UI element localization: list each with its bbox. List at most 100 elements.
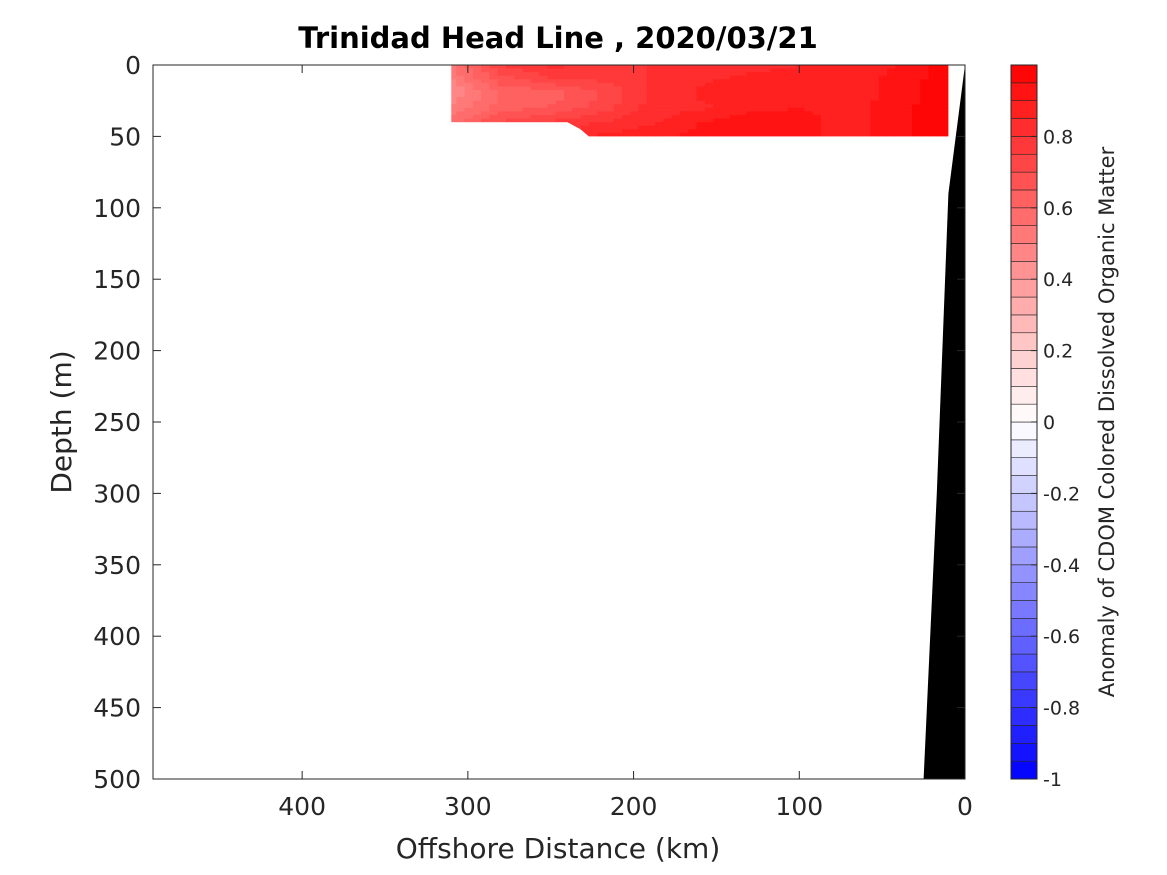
field-cell [911,129,921,134]
field-cell [497,118,507,123]
field-cell [762,82,772,88]
field-cell [539,65,548,70]
field-cell [878,129,888,134]
field-cell [829,82,838,88]
field-cell [597,97,606,102]
field-cell [688,97,698,102]
field-cell [489,100,499,105]
field-cell [911,100,921,105]
colorbar-swatch [1010,64,1038,84]
field-cell [451,104,457,109]
field-cell [655,72,664,77]
field-cell [688,89,698,95]
field-cell [845,72,855,77]
field-cell [588,72,598,77]
field-cell [845,82,855,88]
field-cell [646,114,656,120]
field-cell [729,97,739,102]
field-cell [646,86,656,91]
field-cell [539,97,548,102]
field-cell [555,114,565,120]
field-cell [621,68,631,73]
field-cell [779,79,789,84]
field-cell [870,114,880,120]
field-cell [878,122,888,127]
field-cell [820,65,830,70]
field-cell [655,86,664,91]
field-cell [837,82,847,88]
field-cell [812,104,822,109]
field-cell [895,104,905,109]
field-cell [853,122,863,127]
field-cell [853,65,863,70]
field-cell [721,75,731,80]
field-cell [456,114,466,120]
field-cell [489,79,499,84]
field-cell [870,122,880,127]
field-cell [903,82,913,88]
field-cell [779,93,789,98]
field-cell [489,89,499,95]
field-cell [580,129,590,134]
field-cell [638,107,648,113]
field-cell [887,111,896,116]
field-cell [737,93,747,98]
field-cell [887,93,896,98]
field-cell [671,86,681,91]
field-cell [621,86,631,91]
field-cell [820,100,830,105]
field-cell [688,86,698,91]
field-cell [572,97,582,102]
field-cell [820,68,830,73]
field-cell [837,89,847,95]
field-cell [713,97,722,102]
field-cell [451,75,457,80]
y-axis-ticks: 0 50 100 150 200 250 300 350 400 450 500 [93,51,965,794]
field-cell [945,75,949,80]
field-cell [787,82,797,88]
field-cell [812,68,822,73]
field-cell [911,82,921,88]
field-cell [795,82,805,88]
field-cell [679,100,689,105]
field-cell [721,129,731,134]
field-cell [572,111,582,116]
field-cell [489,114,499,120]
field-cell [812,65,822,70]
field-cell [779,75,789,80]
field-cell [588,75,598,80]
field-cell [621,72,631,77]
field-cell [845,75,855,80]
field-cell [903,118,913,123]
field-cell [679,79,689,84]
field-cell [472,111,482,116]
field-cell [920,122,930,127]
field-cell [862,89,872,95]
field-cell [497,86,507,91]
field-cell [679,65,689,70]
field-cell [451,100,457,105]
colorbar-swatch [1010,546,1038,566]
field-cell [862,129,872,134]
field-cell [845,107,855,113]
field-cell [679,104,689,109]
field-cell [464,72,474,77]
field-cell [829,107,838,113]
field-cell [472,86,482,91]
y-tick-label: 0 [125,51,141,80]
field-cell [812,122,822,127]
field-cell [787,132,797,137]
y-tick-label: 300 [93,479,141,508]
field-cell [713,75,722,80]
field-cell [663,75,673,80]
field-cell [530,89,540,95]
field-cell [522,82,532,88]
field-cell [887,129,896,134]
field-cell [945,114,949,120]
field-cell [936,111,946,116]
field-cell [845,93,855,98]
field-cell [505,93,515,98]
field-cell [862,111,872,116]
field-cell [505,89,515,95]
field-cell [887,118,896,123]
